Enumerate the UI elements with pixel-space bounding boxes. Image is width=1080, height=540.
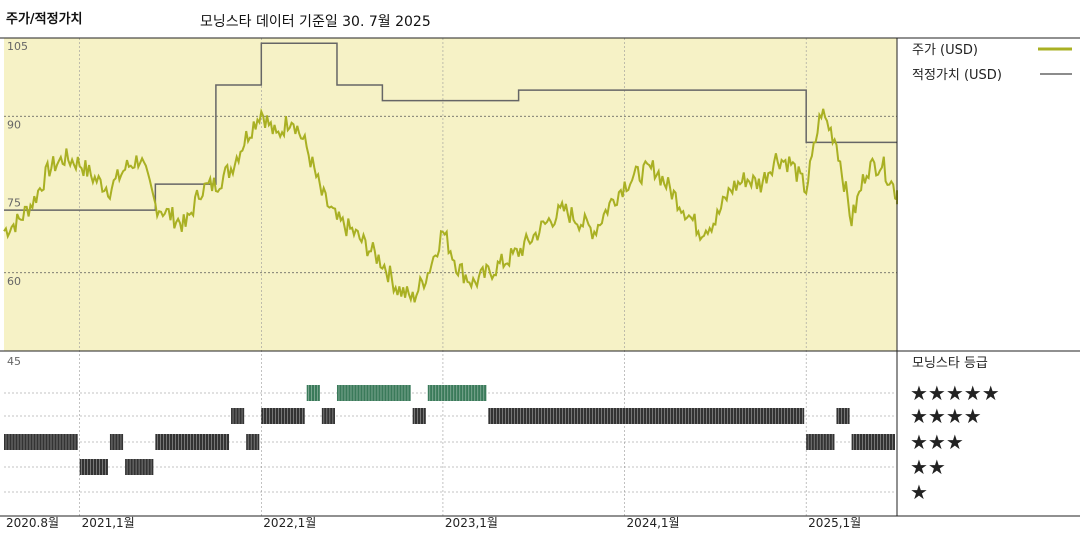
plot-background [4, 38, 897, 351]
chart-subtitle: 모닝스타 데이터 기준일 30. 7월 2025 [200, 14, 431, 30]
rating-bar [336, 385, 411, 401]
x-tick-label: 2020.8월 [6, 516, 59, 530]
rating-bar [109, 434, 124, 450]
rating-legend-5-stars: ★★★★★ [910, 381, 1000, 405]
rating-bar [246, 434, 260, 450]
rating-axis-label: 45 [7, 355, 21, 368]
rating-legend-4-stars: ★★★★ [910, 404, 982, 428]
y-tick-label: 75 [7, 197, 21, 210]
legend-price-label: 주가 (USD) [912, 43, 978, 58]
rating-bar [412, 408, 426, 424]
rating-bar [261, 408, 305, 424]
rating-bar [836, 408, 850, 424]
rating-bar [4, 434, 78, 450]
rating-title: 모닝스타 등급 [912, 356, 988, 371]
x-tick-label: 2024,1월 [627, 516, 680, 530]
legend-fairvalue-label: 적정가치 (USD) [912, 68, 1002, 83]
rating-bar [231, 408, 245, 424]
rating-bar [321, 408, 335, 424]
y-tick-label: 60 [7, 275, 21, 288]
price-line [3, 107, 898, 304]
rating-legend-2-stars: ★★ [910, 455, 946, 479]
rating-bar [306, 385, 320, 401]
x-tick-label: 2022,1월 [263, 516, 316, 530]
x-tick-label: 2025,1월 [808, 516, 861, 530]
y-tick-label: 105 [7, 40, 28, 53]
rating-legend-3-stars: ★★★ [910, 430, 964, 454]
rating-bar [155, 434, 230, 450]
x-tick-label: 2021,1월 [82, 516, 135, 530]
x-tick-label: 2023,1월 [445, 516, 498, 530]
rating-bar [851, 434, 895, 450]
rating-legend-1-stars: ★ [910, 480, 928, 504]
chart-title: 주가/적정가치 [6, 12, 83, 27]
fair-value-line [4, 42, 897, 211]
y-tick-label: 90 [7, 118, 21, 131]
